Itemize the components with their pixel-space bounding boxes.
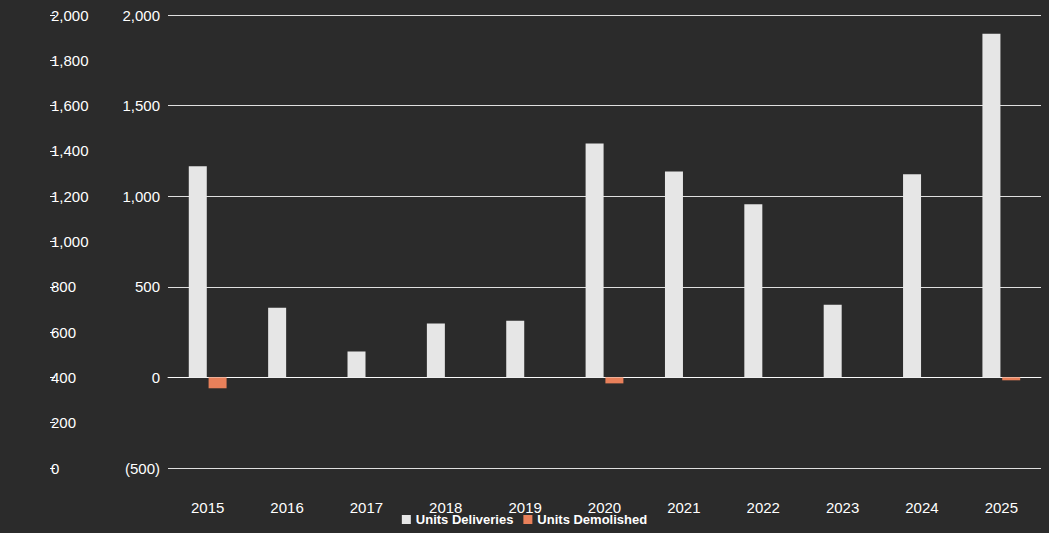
svg-text:1,800: 1,800 [51,52,89,69]
svg-text:400: 400 [51,369,76,386]
svg-text:600: 600 [51,324,76,341]
svg-text:500: 500 [135,278,160,295]
svg-text:2024: 2024 [905,499,938,516]
svg-text:0: 0 [152,369,160,386]
svg-text:1,000: 1,000 [51,233,89,250]
svg-text:Units Demolished: Units Demolished [537,512,647,527]
svg-text:1,500: 1,500 [122,97,160,114]
svg-text:1,200: 1,200 [51,188,89,205]
svg-text:2020: 2020 [587,499,622,516]
svg-text:2023: 2023 [826,499,859,516]
svg-text:1,600: 1,600 [51,97,89,114]
svg-text:Units Deliveries: Units Deliveries [416,512,514,527]
svg-text:2,000: 2,000 [122,7,160,24]
svg-text:800: 800 [51,278,76,295]
svg-text:1,000: 1,000 [122,188,160,205]
svg-text:(500): (500) [125,460,160,477]
svg-text:2021: 2021 [667,499,700,516]
svg-text:0: 0 [51,460,59,477]
svg-text:2022: 2022 [747,499,780,516]
svg-text:2015: 2015 [191,499,224,516]
svg-text:2019: 2019 [508,499,542,516]
svg-text:2016: 2016 [270,499,303,516]
svg-text:2025: 2025 [985,499,1018,516]
svg-text:2,000: 2,000 [51,7,89,24]
svg-text:2017: 2017 [350,499,383,516]
svg-text:2018: 2018 [429,499,463,516]
svg-text:1,400: 1,400 [51,142,89,159]
svg-text:200: 200 [51,414,76,431]
